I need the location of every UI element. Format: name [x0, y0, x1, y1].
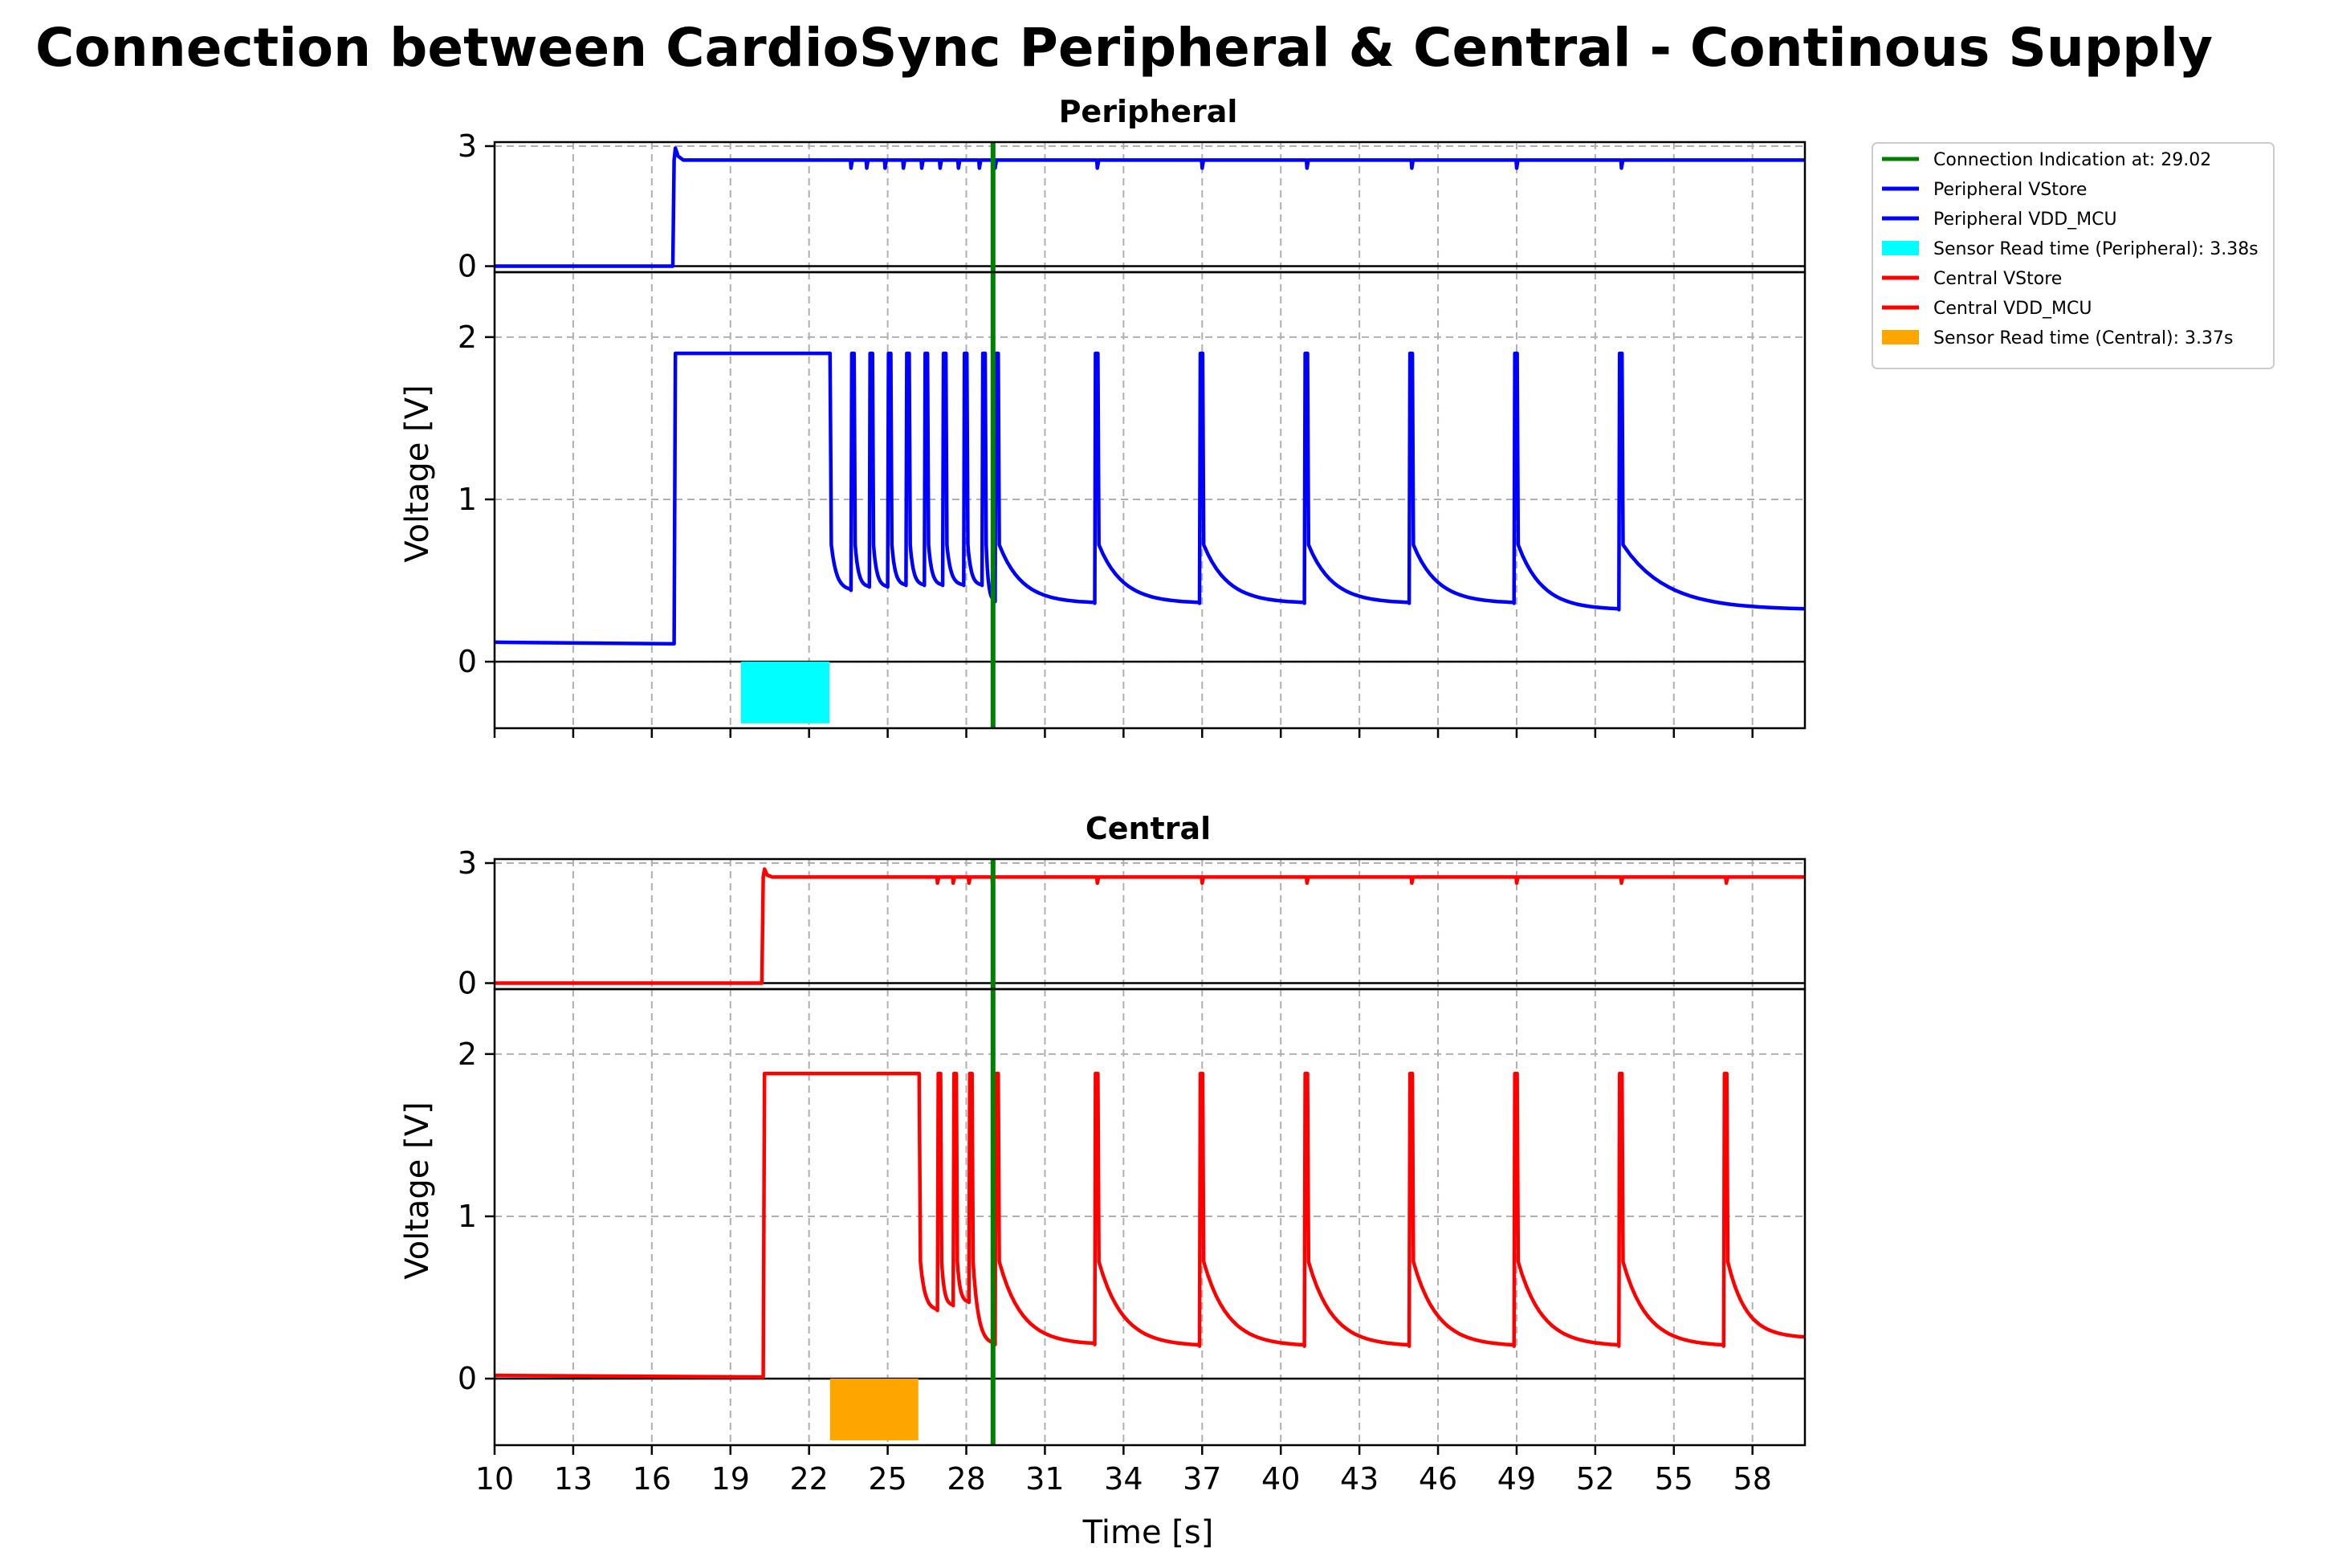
y-tick-label: 3 — [458, 128, 477, 164]
series-line-peripheral-vstore — [495, 146, 1805, 268]
y-tick-label: 1 — [458, 1199, 477, 1234]
legend-label-6: Sensor Read time (Central): 3.37s — [1933, 328, 2234, 348]
y-tick-label: 3 — [458, 845, 477, 881]
x-tick-label: 58 — [1733, 1461, 1772, 1497]
y-tick-label: 0 — [458, 644, 477, 679]
x-tick-label: 28 — [947, 1461, 985, 1497]
y-tick-label: 2 — [458, 1037, 477, 1072]
y-tick-label: 1 — [458, 482, 477, 517]
x-tick-label: 22 — [790, 1461, 829, 1497]
x-tick-label: 52 — [1576, 1461, 1615, 1497]
legend-frame — [1872, 142, 2275, 369]
y-tick-label: 0 — [458, 249, 477, 284]
x-tick-label: 25 — [868, 1461, 906, 1497]
x-tick-label: 43 — [1340, 1461, 1379, 1497]
y-axis-label-peripheral: Voltage [V] — [399, 385, 436, 562]
x-tick-label: 13 — [554, 1461, 593, 1497]
y-axis-label-central: Voltage [V] — [399, 1102, 436, 1279]
panel-title-peripheral: Peripheral — [1059, 94, 1238, 129]
x-tick-label: 16 — [633, 1461, 671, 1497]
legend-label-3: Sensor Read time (Peripheral): 3.38s — [1933, 239, 2259, 259]
x-tick-label: 19 — [711, 1461, 750, 1497]
x-tick-label: 10 — [475, 1461, 514, 1497]
x-tick-label: 31 — [1025, 1461, 1064, 1497]
y-tick-label: 2 — [458, 320, 477, 355]
x-tick-label: 49 — [1497, 1461, 1536, 1497]
legend-patch-3 — [1882, 241, 1919, 255]
y-tick-label: 0 — [458, 1361, 477, 1396]
legend-label-0: Connection Indication at: 29.02 — [1933, 150, 2211, 170]
series-line-central-vstore — [495, 867, 1805, 985]
legend-label-2: Peripheral VDD_MCU — [1933, 210, 2117, 230]
x-tick-label: 37 — [1183, 1461, 1221, 1497]
legend: Connection Indication at: 29.02 Periphera… — [1872, 142, 2275, 369]
axes-frame — [493, 271, 1807, 730]
x-tick-label: 34 — [1104, 1461, 1143, 1497]
legend-label-4: Central VStore — [1933, 269, 2062, 289]
series-line-central-vdd — [494, 1071, 1806, 1379]
x-tick-label: 55 — [1655, 1461, 1693, 1497]
legend-patch-6 — [1882, 330, 1919, 344]
y-tick-label: 0 — [458, 966, 477, 1001]
series-line-peripheral-vdd — [494, 351, 1806, 646]
plot-area: 0 3 0 1 2 0 3 0 1 2 10 13 16 19 22 25 28 31 34 37 40 43 46 49 52… — [458, 128, 1807, 1497]
chart-title: Connection between CardioSync Peripheral… — [35, 17, 2213, 79]
x-tick-label: 46 — [1419, 1461, 1457, 1497]
x-axis-label: Time [s] — [1082, 1514, 1214, 1551]
sensor-read-bar-peripheral — [740, 662, 830, 723]
sensor-read-bar-central — [829, 1379, 919, 1440]
x-tick-label: 40 — [1261, 1461, 1300, 1497]
panel-title-central: Central — [1086, 811, 1211, 846]
legend-label-1: Peripheral VStore — [1933, 180, 2087, 200]
legend-label-5: Central VDD_MCU — [1933, 299, 2092, 319]
